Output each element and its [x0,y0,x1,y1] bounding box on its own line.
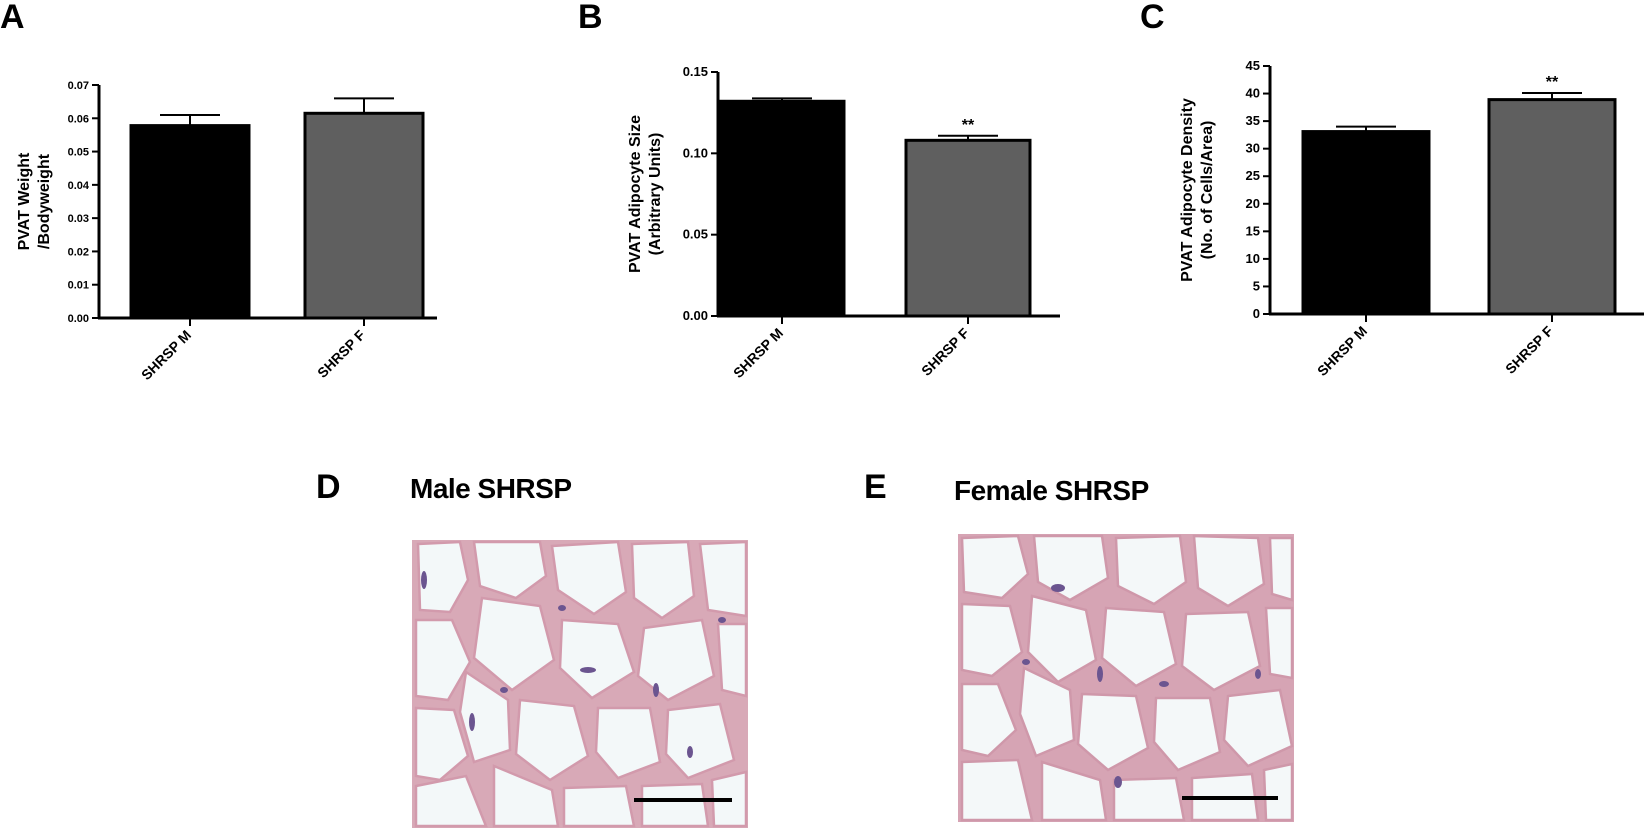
y-tick-label-c: 45 [1246,58,1260,73]
y-tick-label-a: 0.03 [68,213,89,225]
y-axis-label-a: PVAT Weight [16,152,33,250]
y-tick-label-b: 0.15 [683,64,708,79]
y-axis-label-c: (No. of Cells/Area) [1199,121,1216,260]
y-tick-label-c: 15 [1246,223,1260,238]
y-tick-label-c: 30 [1246,141,1260,156]
bar-b-1 [718,99,846,318]
bar-a-2 [303,111,425,320]
significance-marker-c: ** [1546,74,1559,91]
category-label-a-1: SHRSP M [138,327,194,383]
y-tick-label-c: 40 [1246,86,1260,101]
bar-c-1 [1301,130,1431,316]
panel-letter-e: E [864,468,887,506]
y-tick-label-a: 0.01 [68,280,89,292]
y-axis-label-b: PVAT Adipocyte Size [627,115,644,273]
y-tick-label-a: 0.05 [68,147,89,159]
y-tick-label-c: 25 [1246,168,1260,183]
bar-a-1 [129,124,251,320]
category-label-b-1: SHRSP M [730,325,786,381]
y-axis-label-a: /Bodyweight [36,153,53,249]
micrograph-title-male: Male SHRSP [410,473,572,504]
y-tick-label-a: 0.02 [68,246,89,258]
category-label-b-2: SHRSP F [918,325,972,379]
y-tick-label-a: 0.06 [68,113,89,125]
y-tick-label-c: 5 [1253,278,1260,293]
bar-c-2 [1487,98,1617,316]
y-tick-label-c: 20 [1246,196,1260,211]
y-tick-label-b: 0.05 [683,227,708,242]
y-tick-label-c: 0 [1253,306,1260,321]
micrograph-male [412,540,748,828]
y-tick-label-c: 35 [1246,113,1260,128]
panel-letter-b: B [578,0,603,36]
y-tick-label-b: 0.10 [683,145,708,160]
micrograph-title-female: Female SHRSP [954,475,1149,506]
category-label-a-2: SHRSP F [314,327,368,381]
bar-chart-c: 0 5 10 15 20 25 30 35 40 45 PVAT Adipocyte Density… [1179,58,1644,379]
panel-letter-a: A [0,0,25,36]
category-label-c-2: SHRSP F [1502,323,1556,377]
y-tick-label-c: 10 [1246,251,1260,266]
y-tick-label-a: 0.04 [68,180,90,192]
y-axis-label-c: PVAT Adipocyte Density [1179,98,1196,282]
y-tick-label-a: 0.00 [68,313,89,325]
significance-marker-b: ** [962,117,975,134]
panel-letter-d: D [316,468,341,506]
category-label-c-1: SHRSP M [1314,323,1370,379]
y-axis-label-b: (Arbitrary Units) [647,133,664,256]
bar-chart-b: 0.00 0.05 0.10 0.15 PVAT Adipocyte Size (Arbi… [627,64,1060,381]
y-tick-label-b: 0.00 [683,308,708,323]
bar-b-2 [904,138,1032,318]
micrograph-female [958,534,1294,822]
y-tick-label-a: 0.07 [68,80,89,92]
bar-chart-a: 0.00 0.01 0.02 0.03 0.04 0.05 0.06 0.07 PVAT Wei… [16,80,437,383]
panel-letter-c: C [1140,0,1165,36]
